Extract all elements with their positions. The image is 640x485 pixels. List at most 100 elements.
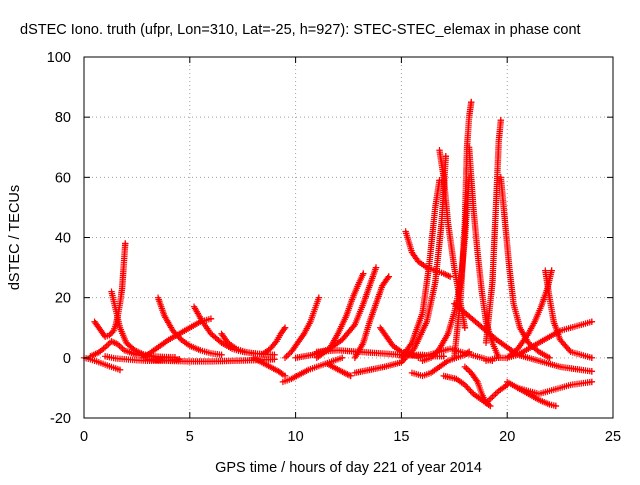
data-point-marker <box>278 370 285 377</box>
data-point-marker <box>281 324 289 331</box>
data-series <box>440 372 494 410</box>
data-series <box>144 356 278 365</box>
data-point-marker <box>588 354 596 362</box>
data-point-marker <box>360 270 367 277</box>
data-point-marker <box>446 273 454 280</box>
y-tick-label: 60 <box>55 170 71 186</box>
data-point-marker <box>463 383 470 390</box>
data-point-marker <box>546 354 553 362</box>
data-point-marker <box>299 332 307 339</box>
data-point-marker <box>588 368 596 375</box>
y-tick-label: 40 <box>55 231 71 247</box>
y-tick-label: 80 <box>55 110 71 126</box>
data-point-marker <box>440 353 447 360</box>
data-series <box>154 294 225 359</box>
data-point-marker <box>487 395 495 402</box>
data-series <box>281 294 323 362</box>
data-series <box>465 144 502 362</box>
data-point-marker <box>281 354 289 362</box>
x-tick-label: 25 <box>605 429 621 445</box>
x-axis-label: GPS time / hours of day 221 of year 2014 <box>215 460 482 476</box>
data-series <box>451 300 596 375</box>
data-point-marker <box>409 347 416 354</box>
data-point-marker <box>464 366 472 374</box>
data-point-marker <box>122 240 129 247</box>
data-series <box>415 345 496 365</box>
data-point-marker <box>350 323 357 330</box>
data-point-marker <box>207 315 215 322</box>
data-point-marker <box>436 177 443 184</box>
data-point-marker <box>315 294 323 301</box>
data-series <box>292 264 380 362</box>
data-point-marker <box>218 351 225 359</box>
data-point-marker <box>489 393 496 401</box>
data-series <box>324 360 354 380</box>
data-point-marker <box>566 347 573 354</box>
data-series <box>461 363 511 407</box>
x-tick-label: 20 <box>499 429 515 445</box>
data-point-marker <box>490 392 498 399</box>
data-point-marker <box>497 116 505 124</box>
data-series <box>313 270 367 362</box>
data-point-marker <box>272 339 279 346</box>
data-point-marker <box>465 386 473 393</box>
data-point-marker <box>461 324 469 331</box>
data-point-marker <box>588 378 596 386</box>
y-axis-label: dSTEC / TECUs <box>7 185 23 290</box>
data-series <box>542 267 596 362</box>
data-point-marker <box>216 338 224 345</box>
data-point-marker <box>473 377 480 384</box>
data-point-marker <box>283 353 290 360</box>
data-series <box>497 174 553 362</box>
data-point-marker <box>548 267 555 274</box>
x-tick-labels: 0 5 10 15 20 25 <box>80 429 621 445</box>
data-point-marker <box>347 372 354 380</box>
y-tick-label: 20 <box>55 291 71 307</box>
data-point-marker <box>588 318 596 325</box>
data-series <box>218 330 278 359</box>
data-point-marker <box>385 273 392 280</box>
data-point-marker <box>117 344 125 351</box>
x-tick-label: 10 <box>288 429 304 445</box>
data-point-marker <box>169 327 177 334</box>
data-point-marker <box>338 354 346 362</box>
data-point-marker <box>489 357 496 365</box>
data-point-marker <box>284 351 292 359</box>
data-point-marker <box>280 326 288 333</box>
data-markers <box>80 98 596 410</box>
data-series <box>279 354 346 386</box>
data-point-marker <box>461 363 469 371</box>
data-point-marker <box>442 153 450 160</box>
data-point-marker <box>111 339 118 346</box>
data-series <box>504 378 560 410</box>
y-tick-label: 0 <box>63 351 71 367</box>
data-point-marker <box>116 366 124 374</box>
data-point-marker <box>552 402 560 410</box>
data-point-marker <box>271 351 278 359</box>
data-series <box>250 354 289 380</box>
data-series <box>451 98 475 362</box>
y-tick-labels: -20 0 20 40 60 80 100 <box>47 50 71 427</box>
chart-title: dSTEC Iono. truth (ufpr, Lon=310, Lat=-2… <box>20 22 581 38</box>
data-series <box>260 324 289 357</box>
x-tick-label: 0 <box>80 429 88 445</box>
data-point-marker <box>534 347 541 354</box>
data-series <box>398 177 443 362</box>
data-point-marker <box>461 381 469 389</box>
data-point-marker <box>372 264 380 271</box>
axis-ticks <box>83 56 614 419</box>
data-point-marker <box>487 402 494 410</box>
data-series <box>408 348 473 380</box>
data-point-marker <box>467 387 474 395</box>
x-tick-label: 15 <box>393 429 409 445</box>
data-point-marker <box>464 384 471 392</box>
data-point-marker <box>384 274 391 282</box>
x-tick-label: 5 <box>186 429 194 445</box>
data-point-marker <box>492 390 499 398</box>
y-tick-label: 100 <box>47 50 71 66</box>
data-point-marker <box>468 98 475 106</box>
y-tick-label: -20 <box>50 411 71 427</box>
data-point-marker <box>463 365 470 372</box>
data-point-marker <box>107 330 115 337</box>
